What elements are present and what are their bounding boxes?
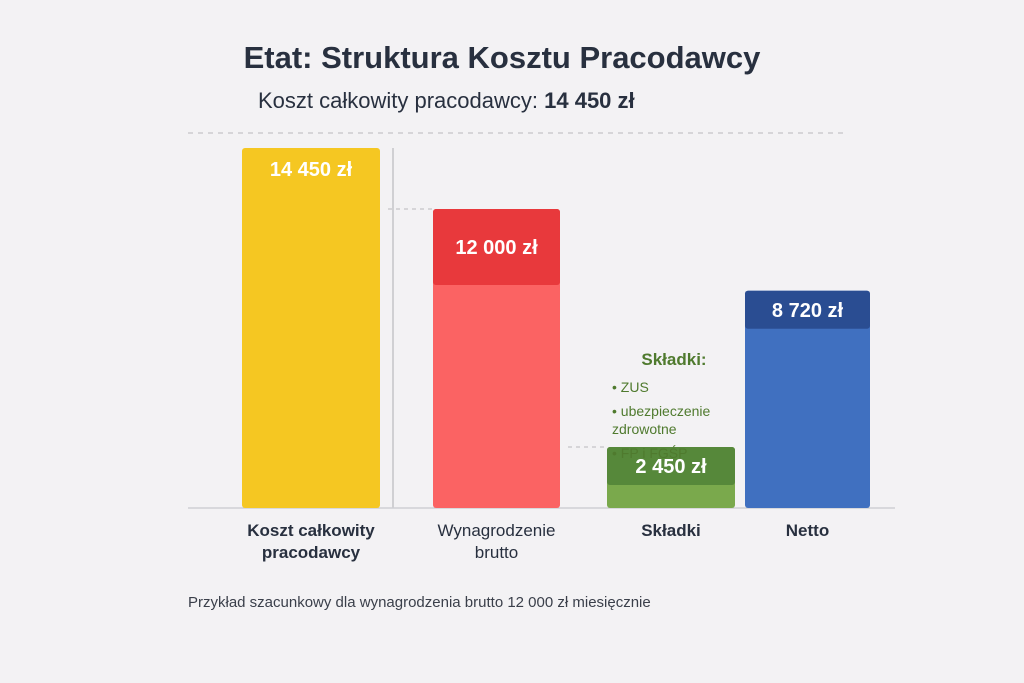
breakdown-item: ZUS (612, 378, 736, 396)
subtitle: Koszt całkowity pracodawcy: 14 450 zł (258, 88, 635, 114)
bar-header (433, 209, 560, 286)
category-label: Składki (641, 521, 701, 540)
breakdown-title: Składki: (641, 350, 707, 369)
bar (242, 148, 380, 508)
bar (745, 290, 870, 508)
category-label: Koszt całkowity pracodawcy (247, 521, 375, 562)
value-label: 8 720 zł (772, 300, 844, 322)
value-label: 14 450 zł (270, 159, 353, 181)
breakdown: Składki: ZUS ubezpieczenie zdrowotne FP i … (612, 350, 736, 468)
title: Etat: Struktura Kosztu Pracodawcy (243, 40, 761, 75)
subtitle-value: 14 450 zł (544, 88, 635, 113)
category-label: Netto (785, 521, 830, 540)
subtitle-label: Koszt całkowity pracodawcy: (258, 88, 538, 113)
breakdown-item: ubezpieczenie zdrowotne (612, 402, 736, 438)
category-label: Wynagrodzenie brutto (437, 521, 556, 562)
footnote: Przykład szacunkowy dla wynagrodzenia br… (188, 594, 651, 611)
value-label: 12 000 zł (455, 237, 538, 259)
breakdown-item: FP i FGŚP (612, 444, 736, 462)
bar-header (745, 290, 870, 329)
